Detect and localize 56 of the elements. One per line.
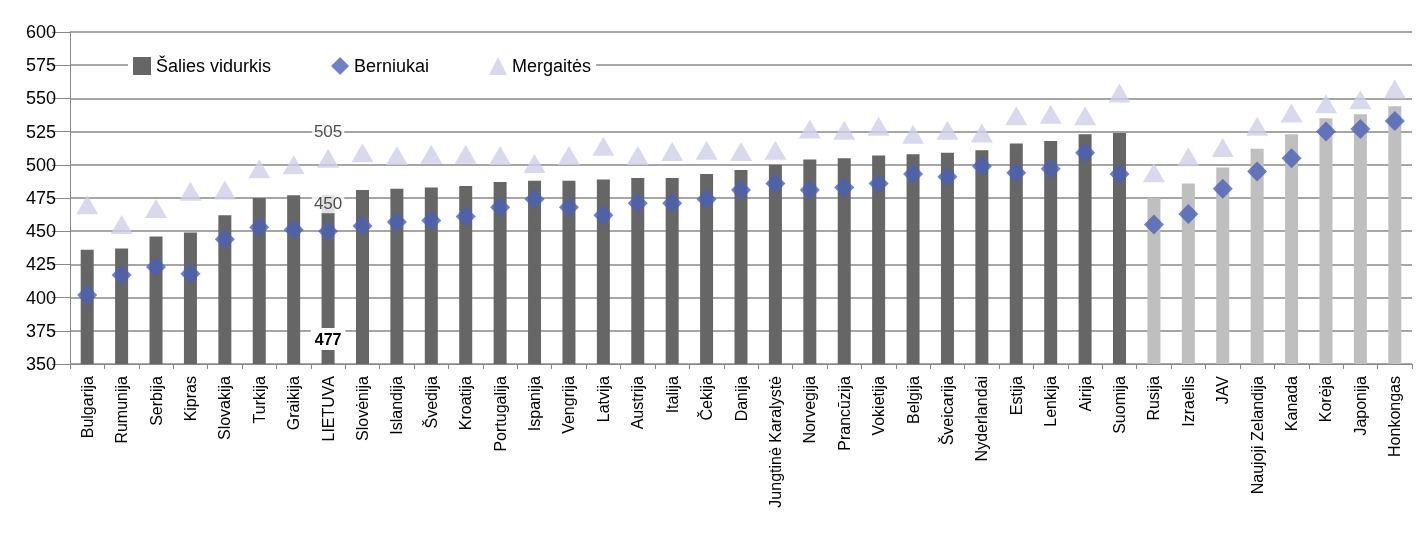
data-label: 477 <box>314 330 342 348</box>
x-tick-label: Japonija <box>1351 375 1369 436</box>
x-tick-label: Nyderlandai <box>973 376 991 462</box>
x-tick-label: Norvegija <box>801 375 819 444</box>
x-tick-label: Turkija <box>250 375 268 424</box>
x-tick-label: Estija <box>1007 375 1025 416</box>
y-tick-label: 600 <box>25 22 56 42</box>
x-tick-label: Slovėnija <box>353 375 371 441</box>
legend-label: Šalies vidurkis <box>156 55 272 76</box>
x-tick-label: Islandija <box>388 375 406 435</box>
y-tick-label: 350 <box>25 354 56 374</box>
x-tick-label: Austrija <box>629 375 647 430</box>
x-tick-label: Kanada <box>1283 375 1301 432</box>
y-tick-label: 375 <box>25 320 56 341</box>
y-tick-label: 475 <box>25 188 56 208</box>
x-tick-label: Švedija <box>421 375 440 429</box>
x-tick-label: Honkongas <box>1386 376 1404 457</box>
x-tick-label: Italija <box>663 375 681 414</box>
y-tick-label: 500 <box>25 154 56 175</box>
x-tick-label: Korėja <box>1317 375 1335 423</box>
y-tick-label: 425 <box>25 254 56 275</box>
x-tick-label: Airija <box>1076 375 1094 412</box>
x-tick-label: Kroatija <box>457 375 475 431</box>
y-tick-label: 525 <box>25 121 56 142</box>
x-tick-label: Kipras <box>181 376 199 422</box>
legend-label: Mergaitės <box>512 56 592 76</box>
x-tick-label: LIETUVA <box>319 375 337 442</box>
y-tick-label: 450 <box>25 221 56 242</box>
x-tick-label: Danija <box>732 375 750 422</box>
x-tick-label: Slovakija <box>216 375 234 441</box>
x-tick-label: Ispanija <box>526 375 544 432</box>
x-tick-label: Graikija <box>285 375 303 431</box>
y-tick-label: 575 <box>25 55 56 76</box>
x-tick-label: Latvija <box>594 375 612 423</box>
data-label: 450 <box>313 194 343 214</box>
x-tick-label: Bulgarija <box>78 375 96 439</box>
x-tick-label: Izraelis <box>1179 376 1197 427</box>
y-tick-label: 400 <box>25 287 56 308</box>
x-tick-label: Rusija <box>1145 375 1163 421</box>
x-tick-label: Serbija <box>147 375 165 426</box>
x-tick-label: Portugalija <box>491 375 509 452</box>
x-tick-label: Naujoji Zelandija <box>1248 375 1266 495</box>
x-tick-label: Čekija <box>697 375 716 421</box>
x-tick-label: Vengrija <box>560 375 578 434</box>
y-tick-label: 550 <box>25 88 56 109</box>
x-tick-label: Lenkija <box>1042 375 1060 427</box>
x-tick-label: Prancūzija <box>835 375 853 451</box>
x-tick-label: Belgija <box>904 375 922 425</box>
legend-label: Berniukai <box>354 56 430 76</box>
x-tick-label: Rumunija <box>113 375 131 444</box>
data-label: 505 <box>313 121 343 141</box>
x-tick-label: Suomija <box>1111 375 1129 434</box>
x-tick-label: JAV <box>1214 375 1232 405</box>
x-tick-label: Šveicarija <box>937 375 956 446</box>
x-tick-label: Jungtinė Karalystė <box>766 375 784 508</box>
x-tick-label: Vokietija <box>870 375 888 436</box>
